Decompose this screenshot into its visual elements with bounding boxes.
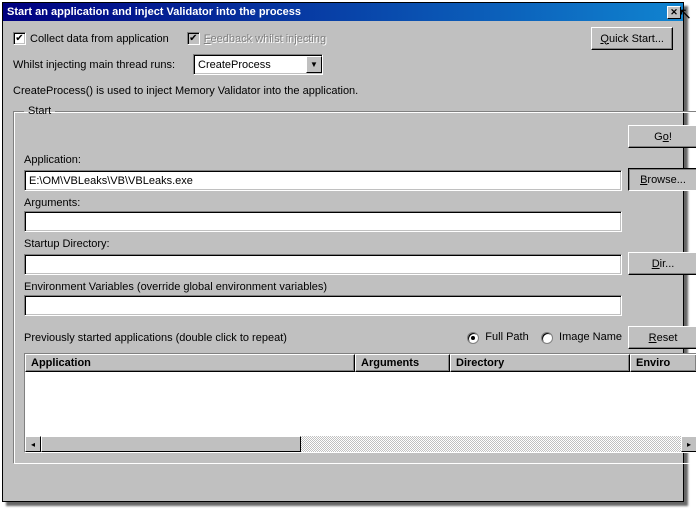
thread-dropdown-value: CreateProcess <box>194 59 306 71</box>
quick-start-button[interactable]: Quick Start... <box>591 27 673 50</box>
full-path-radio[interactable] <box>467 332 479 344</box>
env-input[interactable] <box>24 295 622 316</box>
start-group: Start Go! Application: Browse... Argumen… <box>13 105 696 464</box>
go-button[interactable]: Go! <box>628 125 696 148</box>
thread-label: Whilst injecting main thread runs: <box>13 59 175 71</box>
table-header: Application Arguments Directory Enviro <box>25 354 696 372</box>
feedback-checkbox: ✔ <box>187 32 200 45</box>
window-title: Start an application and inject Validato… <box>7 6 667 18</box>
browse-button[interactable]: Browse... <box>628 168 696 191</box>
scroll-thumb[interactable] <box>41 436 301 452</box>
application-input[interactable] <box>24 170 622 191</box>
titlebar: Start an application and inject Validato… <box>3 3 683 21</box>
table-body[interactable] <box>25 372 696 436</box>
previous-apps-label: Previously started applications (double … <box>24 332 287 344</box>
col-application[interactable]: Application <box>25 354 355 372</box>
scroll-left-icon[interactable]: ◂ <box>25 436 41 452</box>
chevron-down-icon[interactable]: ▼ <box>306 56 322 73</box>
feedback-label: Feedback whilst injecting <box>204 33 326 45</box>
col-environment[interactable]: Enviro <box>630 354 696 372</box>
scroll-track[interactable] <box>41 436 681 452</box>
top-row: ✔ Collect data from application ✔ Feedba… <box>13 27 673 50</box>
full-path-radio-group: Full Path Image Name <box>467 331 622 343</box>
previous-apps-table: Application Arguments Directory Enviro ◂… <box>24 353 696 453</box>
image-name-radio[interactable] <box>541 332 553 344</box>
startup-dir-input[interactable] <box>24 254 622 275</box>
dir-button[interactable]: Dir... <box>628 252 696 275</box>
image-name-label: Image Name <box>559 331 622 343</box>
env-label: Environment Variables (override global e… <box>24 281 696 293</box>
thread-row: Whilst injecting main thread runs: Creat… <box>13 54 673 75</box>
start-legend: Start <box>24 105 55 117</box>
application-label: Application: <box>24 154 696 166</box>
collect-data-checkbox[interactable]: ✔ <box>13 32 26 45</box>
startup-dir-label: Startup Directory: <box>24 238 696 250</box>
col-arguments[interactable]: Arguments <box>355 354 450 372</box>
dialog-window: Start an application and inject Validato… <box>2 2 684 502</box>
reset-button[interactable]: Reset <box>628 326 696 349</box>
collect-data-label: Collect data from application <box>30 33 169 45</box>
horizontal-scrollbar[interactable]: ◂ ▸ <box>25 436 696 452</box>
close-icon[interactable]: ✕ <box>667 6 681 19</box>
scroll-right-icon[interactable]: ▸ <box>681 436 696 452</box>
description-text: CreateProcess() is used to inject Memory… <box>13 85 673 97</box>
dialog-content: ✔ Collect data from application ✔ Feedba… <box>3 21 683 470</box>
thread-dropdown[interactable]: CreateProcess ▼ <box>193 54 323 75</box>
arguments-label: Arguments: <box>24 197 696 209</box>
full-path-label: Full Path <box>485 331 528 343</box>
arguments-input[interactable] <box>24 211 622 232</box>
previous-apps-row: Previously started applications (double … <box>24 326 696 349</box>
col-directory[interactable]: Directory <box>450 354 630 372</box>
